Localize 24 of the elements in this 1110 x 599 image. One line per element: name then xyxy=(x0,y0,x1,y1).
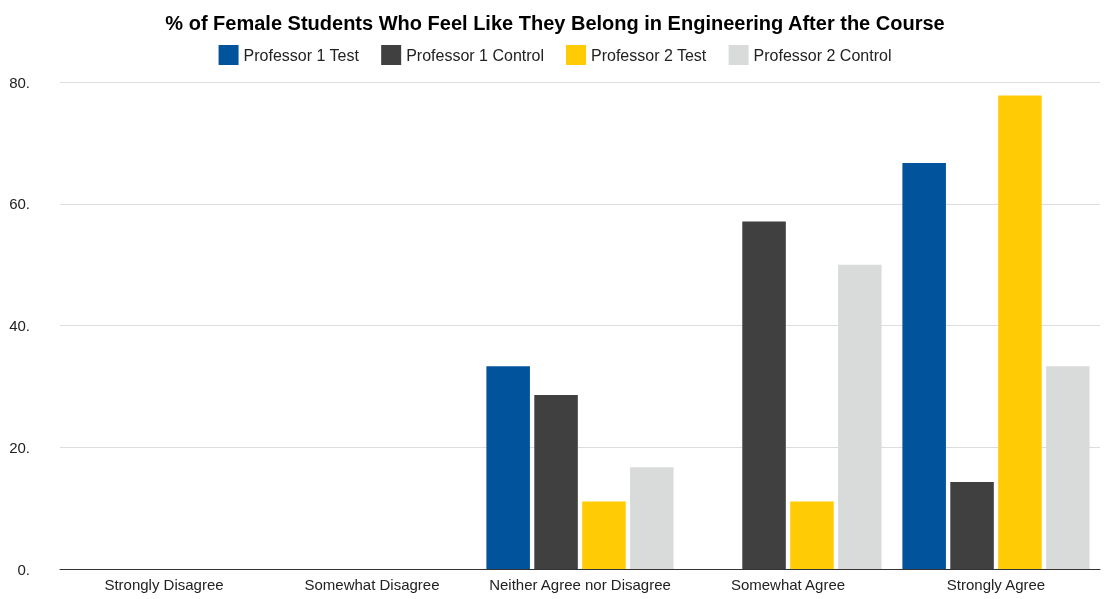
legend-label: Professor 1 Control xyxy=(406,46,545,64)
x-tick-label: Somewhat Disagree xyxy=(304,576,440,593)
y-tick-label: 0. xyxy=(17,560,30,578)
bar xyxy=(902,162,946,569)
y-tick-label: 40. xyxy=(9,317,30,334)
legend-label: Professor 2 Control xyxy=(753,46,892,64)
chart-title: % of Female Students Who Feel Like They Belong in Engineering After the Course xyxy=(165,12,945,34)
bar xyxy=(534,394,578,569)
x-tick-label: Somewhat Agree xyxy=(730,576,846,593)
bar xyxy=(950,481,994,569)
x-tick-label: Strongly Agree xyxy=(946,576,1046,593)
legend-label: Professor 2 Test xyxy=(591,46,707,64)
bar xyxy=(582,501,626,569)
y-tick-label: 60. xyxy=(9,195,30,213)
x-tick-label: Strongly Disagree xyxy=(104,576,224,593)
y-tick-label: 80. xyxy=(9,73,30,91)
bar xyxy=(486,366,530,569)
bar xyxy=(630,467,674,569)
bar xyxy=(742,221,786,569)
bar xyxy=(790,501,834,569)
bar xyxy=(998,95,1042,569)
x-tick-label: Neither Agree nor Disagree xyxy=(489,576,671,593)
legend-label: Professor 1 Test xyxy=(243,46,360,64)
y-tick-label: 20. xyxy=(9,438,30,456)
